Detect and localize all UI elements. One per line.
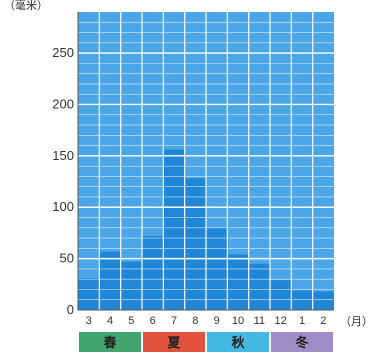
x-axis-unit-label: （月） — [340, 315, 372, 328]
y-tick-label: 250 — [52, 45, 74, 60]
season-label: 冬 — [295, 335, 308, 350]
x-tick-label: 5 — [128, 315, 134, 327]
x-tick-label: 12 — [275, 315, 287, 327]
season-band — [207, 332, 269, 352]
y-tick-label: 50 — [60, 251, 74, 266]
season-label: 秋 — [231, 335, 245, 350]
y-tick-label: 100 — [52, 199, 74, 214]
bar-month-6 — [142, 236, 164, 310]
bar-month-3 — [78, 278, 100, 310]
bar-month-7 — [163, 149, 185, 310]
season-band — [143, 332, 205, 352]
x-tick-label: 6 — [150, 315, 156, 327]
y-axis-unit-label: （毫米） — [4, 0, 48, 12]
season-label: 夏 — [166, 335, 181, 350]
y-tick-label: 150 — [52, 148, 74, 163]
x-tick-label: 2 — [320, 315, 326, 327]
bar-month-5 — [120, 261, 142, 310]
x-tick-label: 11 — [254, 315, 265, 327]
bar-month-12 — [270, 280, 292, 310]
bar-month-2 — [312, 291, 334, 310]
bar-month-10 — [227, 254, 249, 310]
x-tick-label: 1 — [299, 315, 305, 327]
y-tick-label: 200 — [52, 96, 74, 111]
y-tick-label: 0 — [67, 302, 74, 317]
x-tick-label: 7 — [171, 315, 177, 327]
x-tick-label: 3 — [86, 315, 92, 327]
bar-month-1 — [291, 290, 313, 310]
x-tick-label: 8 — [192, 315, 198, 327]
bar-month-4 — [99, 251, 121, 310]
season-band — [271, 332, 333, 352]
bar-month-11 — [248, 263, 270, 310]
x-tick-label: 9 — [214, 315, 220, 327]
x-tick-label: 4 — [107, 315, 113, 327]
bar-month-8 — [184, 178, 206, 310]
season-band — [79, 332, 141, 352]
season-label: 春 — [102, 335, 117, 350]
x-tick-label: 10 — [232, 315, 244, 327]
